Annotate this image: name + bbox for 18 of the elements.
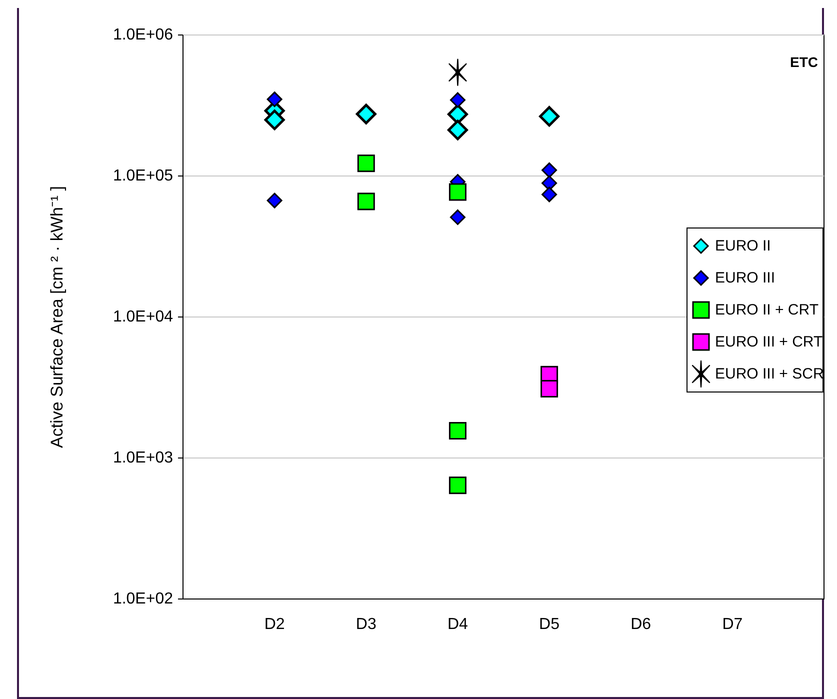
legend-label: EURO III [715, 270, 776, 286]
x-tick-label: D6 [630, 616, 652, 633]
x-tick-label: D3 [356, 616, 376, 633]
x-tick-label: D5 [539, 616, 560, 633]
y-tick-label: 1.0E+06 [112, 26, 174, 44]
y-axis-title: Active Surface Area [cm ² · kWh⁻¹ ] [48, 186, 66, 448]
legend-label: EURO II [715, 238, 771, 254]
legend-label: EURO II + CRT [715, 302, 818, 318]
legend-label: EURO III + CRT [715, 334, 823, 350]
y-tick-label: 1.0E+05 [112, 168, 174, 184]
x-tick-label: D4 [447, 616, 468, 633]
y-tick-label: 1.0E+02 [112, 590, 174, 608]
y-tick-label: 1.0E+04 [112, 308, 174, 326]
annotation: ETC [790, 54, 818, 70]
x-tick-label: D2 [264, 616, 285, 633]
y-tick-label: 1.0E+03 [112, 450, 174, 466]
legend-label: EURO III + SCR [715, 366, 824, 382]
x-tick-label: D7 [722, 616, 743, 633]
